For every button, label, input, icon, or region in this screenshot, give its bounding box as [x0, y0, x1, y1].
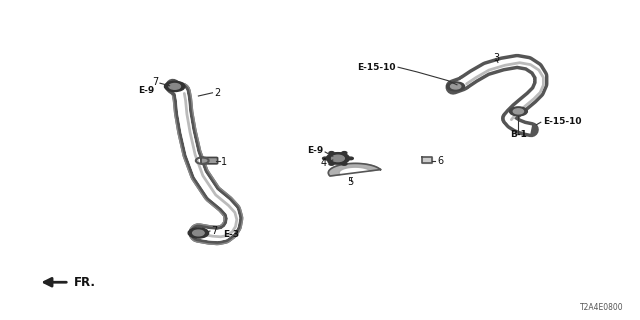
Circle shape: [329, 152, 334, 154]
Circle shape: [188, 228, 209, 238]
Text: 7: 7: [152, 77, 159, 87]
Text: FR.: FR.: [74, 276, 95, 289]
Text: 5: 5: [348, 177, 354, 188]
Text: E-9: E-9: [138, 86, 154, 95]
Text: E-3: E-3: [223, 230, 239, 239]
Circle shape: [164, 81, 185, 92]
Text: E-9: E-9: [307, 146, 323, 155]
Text: E-15-10: E-15-10: [543, 117, 581, 126]
Text: B-1: B-1: [510, 130, 527, 139]
Circle shape: [342, 152, 347, 154]
Circle shape: [342, 163, 347, 165]
Circle shape: [451, 84, 461, 89]
Text: 1: 1: [221, 156, 228, 167]
FancyBboxPatch shape: [201, 157, 218, 164]
Circle shape: [169, 84, 180, 89]
Circle shape: [323, 157, 328, 160]
Circle shape: [348, 157, 353, 160]
Circle shape: [326, 153, 349, 164]
Polygon shape: [422, 157, 432, 163]
Text: E-15-10: E-15-10: [357, 63, 396, 72]
Text: 2: 2: [214, 88, 221, 98]
Text: 3: 3: [493, 52, 499, 63]
Circle shape: [447, 82, 465, 91]
Text: 4: 4: [320, 158, 326, 168]
Text: T2A4E0800: T2A4E0800: [580, 303, 624, 312]
FancyArrowPatch shape: [44, 278, 67, 286]
Circle shape: [193, 230, 204, 236]
Circle shape: [329, 163, 334, 165]
Text: 7: 7: [211, 226, 218, 236]
Circle shape: [513, 109, 524, 114]
Circle shape: [332, 155, 344, 162]
Circle shape: [509, 107, 527, 116]
Polygon shape: [328, 164, 380, 176]
Text: 6: 6: [437, 156, 444, 166]
